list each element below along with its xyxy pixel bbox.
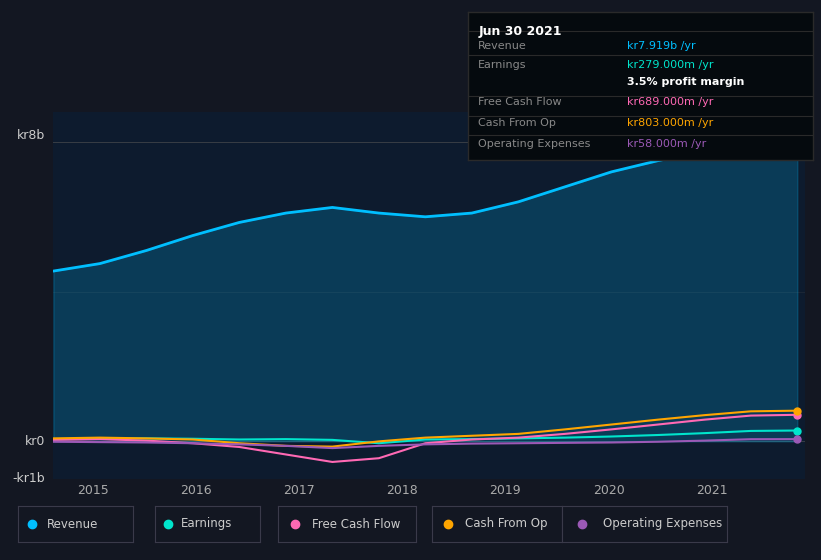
- Text: Free Cash Flow: Free Cash Flow: [479, 97, 562, 108]
- Text: Earnings: Earnings: [479, 60, 527, 70]
- Text: kr8b: kr8b: [17, 129, 45, 142]
- Text: -kr1b: -kr1b: [12, 472, 45, 486]
- Text: Free Cash Flow: Free Cash Flow: [313, 517, 401, 530]
- Text: Operating Expenses: Operating Expenses: [603, 517, 722, 530]
- Text: Jun 30 2021: Jun 30 2021: [479, 25, 562, 38]
- Text: kr58.000m /yr: kr58.000m /yr: [626, 139, 706, 149]
- Text: Earnings: Earnings: [181, 517, 232, 530]
- Text: kr0: kr0: [25, 435, 45, 448]
- Text: kr689.000m /yr: kr689.000m /yr: [626, 97, 713, 108]
- Text: Revenue: Revenue: [47, 517, 99, 530]
- Text: kr803.000m /yr: kr803.000m /yr: [626, 118, 713, 128]
- Text: kr7.919b /yr: kr7.919b /yr: [626, 41, 695, 51]
- Text: Cash From Op: Cash From Op: [465, 517, 547, 530]
- Text: Revenue: Revenue: [479, 41, 527, 51]
- Text: 3.5% profit margin: 3.5% profit margin: [626, 77, 744, 87]
- Text: Operating Expenses: Operating Expenses: [479, 139, 591, 149]
- Text: Cash From Op: Cash From Op: [479, 118, 556, 128]
- Text: kr279.000m /yr: kr279.000m /yr: [626, 60, 713, 70]
